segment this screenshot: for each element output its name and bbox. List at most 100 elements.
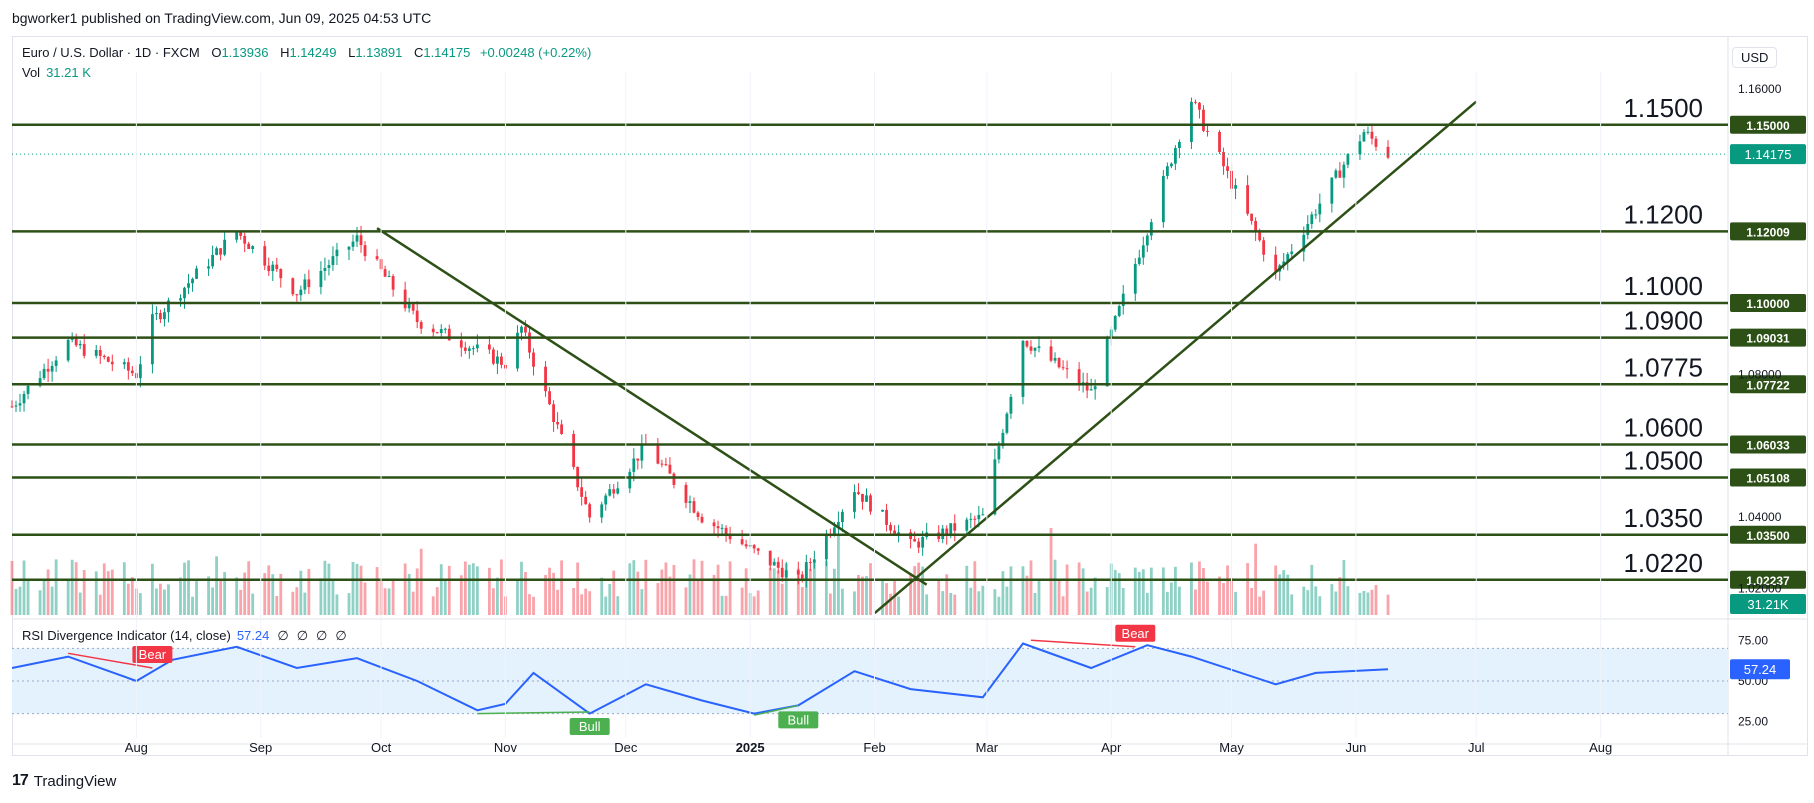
tradingview-logo-icon: 17 — [12, 772, 29, 789]
volume-bar — [752, 596, 756, 615]
volume-bar — [1310, 564, 1314, 615]
candle-body — [724, 527, 728, 534]
volume-bar — [50, 586, 54, 615]
volume-bar — [1057, 579, 1061, 615]
candle-body — [407, 304, 411, 309]
level-axis-label: 1.06033 — [1746, 438, 1790, 452]
chart-panel[interactable] — [12, 36, 1808, 756]
divergence-line — [68, 652, 153, 669]
candle-body — [616, 488, 620, 494]
tradingview-logo[interactable]: 17 TradingView — [12, 772, 116, 790]
volume-bar — [824, 560, 828, 615]
candle-body — [443, 328, 447, 330]
volume-bar — [110, 569, 114, 615]
time-tick-label: Mar — [976, 740, 999, 755]
candle-body — [1314, 214, 1318, 216]
candle-body — [419, 322, 423, 329]
candle-body — [949, 523, 953, 535]
candle-body — [885, 509, 888, 525]
candle-body — [1121, 293, 1125, 307]
candle-body — [219, 248, 223, 255]
volume-bar — [130, 577, 134, 615]
volume-bar — [299, 570, 303, 615]
candle-body — [26, 385, 30, 394]
volume-bar — [716, 564, 720, 615]
volume-bar — [419, 548, 423, 615]
candle-body — [155, 313, 158, 315]
currency-button[interactable]: USD — [1732, 47, 1778, 68]
volume-bar — [881, 579, 884, 615]
candle-body — [1137, 257, 1141, 264]
candle-body — [1194, 101, 1197, 103]
rsi-extra-2: ∅ — [316, 628, 328, 643]
volume-bar — [1173, 566, 1177, 615]
volume-bar — [784, 563, 788, 615]
volume-bar — [82, 570, 86, 615]
volume-bar — [1206, 581, 1209, 615]
candle-body — [780, 567, 784, 578]
volume-bar — [1178, 586, 1181, 615]
candle-body — [243, 235, 247, 244]
volume-bar — [800, 587, 804, 615]
volume-bar — [1085, 591, 1089, 615]
candle-body — [969, 518, 973, 520]
rsi-extra-0: ∅ — [277, 628, 289, 643]
price-tick-label: 1.08000 — [1738, 367, 1782, 381]
candle-body — [1306, 224, 1310, 235]
level-label: 1.0775 — [1623, 352, 1703, 382]
candle-body — [435, 332, 439, 334]
candle-body — [692, 501, 696, 513]
candle-body — [383, 269, 387, 277]
candle-body — [295, 294, 299, 296]
volume-bar — [796, 568, 800, 615]
volume-bar — [138, 593, 142, 615]
volume-bar — [459, 575, 463, 615]
divergence-badge — [778, 711, 819, 729]
candle-body — [82, 344, 86, 356]
change-value: +0.00248 (+0.22%) — [479, 45, 592, 60]
candle-body — [1318, 203, 1322, 215]
volume-bar — [532, 596, 535, 615]
candle-body — [600, 504, 604, 518]
volume-bar — [804, 566, 808, 615]
candle-body — [94, 349, 98, 356]
candle-body — [1358, 141, 1362, 155]
volume-bar — [861, 576, 864, 615]
volume-bar — [195, 581, 198, 615]
candle-body — [841, 511, 844, 522]
candle-body — [1262, 240, 1266, 255]
volume-bar — [1029, 560, 1033, 615]
candle-body — [1330, 177, 1334, 204]
candle-body — [18, 403, 22, 406]
volume-bar — [463, 561, 467, 615]
rsi-title[interactable]: RSI Divergence Indicator (14, close) — [22, 628, 231, 643]
time-tick-label: Dec — [614, 740, 638, 755]
volume-bar — [126, 583, 130, 615]
volume-bar — [487, 567, 491, 615]
divergence-label: Bull — [787, 712, 809, 727]
price-tick-label: 1.04000 — [1738, 510, 1782, 524]
volume-label: Vol — [22, 65, 41, 80]
volume-bar — [415, 568, 419, 615]
level-axis-tag — [1730, 525, 1806, 544]
level-axis-label: 1.05108 — [1746, 471, 1790, 485]
candle-body — [532, 352, 535, 367]
volume-bar — [917, 562, 921, 615]
volume-bar — [26, 580, 30, 615]
candle-body — [122, 362, 126, 365]
candle-body — [403, 289, 407, 309]
volume-bar — [66, 578, 70, 615]
volume-bar — [1282, 570, 1286, 615]
symbol-title[interactable]: Euro / U.S. Dollar · 1D · FXCM — [22, 45, 200, 60]
candle-body — [74, 337, 78, 346]
candle-body — [319, 270, 323, 288]
candle-body — [1085, 382, 1089, 391]
volume-bar — [239, 589, 243, 615]
time-tick-label: May — [1219, 740, 1244, 755]
close-label: C — [413, 45, 424, 60]
volume-bar — [471, 563, 475, 615]
volume-bar — [841, 588, 844, 615]
level-axis-tag — [1730, 435, 1806, 454]
volume-bar — [1133, 567, 1137, 615]
